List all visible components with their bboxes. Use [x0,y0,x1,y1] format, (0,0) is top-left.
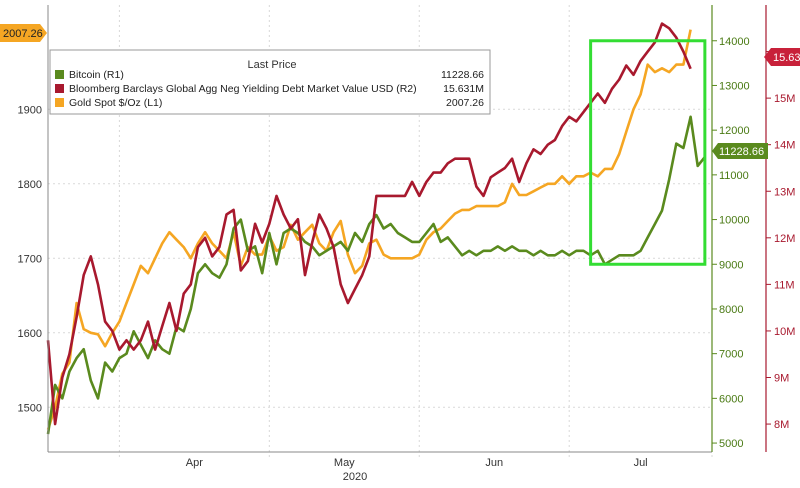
right1-tick-label: 8000 [719,304,743,316]
right1-tick-label: 9000 [719,259,743,271]
right2-tick-label: 8M [774,419,789,431]
bitcoin-badge: 11228.66 [719,146,764,158]
right1-tick-label: 14000 [719,36,750,48]
right2-tick-label: 11M [774,279,795,291]
legend-swatch [55,70,64,79]
right2-tick-label: 10M [774,326,795,338]
right2-tick-label: 12M [774,233,795,245]
legend-label: Bloomberg Barclays Global Agg Neg Yieldi… [69,83,417,95]
left-tick-label: 1700 [18,253,42,265]
series-line-0 [46,29,692,430]
right2-tick-label: 14M [774,140,795,152]
legend-swatch [55,98,64,107]
series-line-2 [46,22,692,426]
legend-value: 11228.66 [441,69,484,81]
x-tick-label: Jul [634,457,648,469]
legend-swatch [55,84,64,93]
right1-tick-label: 12000 [719,125,750,137]
right2-tick-label: 13M [774,186,795,198]
series-line-1 [46,115,706,435]
right1-tick-label: 5000 [719,438,743,450]
x-tick-label: Apr [186,457,203,469]
gold-badge: 2007.26 [3,28,43,40]
right2-tick-label: 15M [774,93,795,105]
left-tick-label: 1600 [18,328,42,340]
series-lines [46,22,706,435]
x-tick-label: May [334,457,355,469]
legend: Last Price Bitcoin (R1) 11228.66 Bloomberg… [49,49,491,115]
legend-value: 15.631M [443,83,484,95]
right1-tick-label: 11000 [719,170,749,182]
negdebt-badge-bg [764,48,800,66]
right1-tick-label: 7000 [719,349,743,361]
right2-tick-label: 9M [774,373,789,385]
highlight-box [589,39,707,266]
bitcoin-badge-bg [712,143,768,159]
right1-tick-label: 13000 [719,80,750,92]
legend-label: Bitcoin (R1) [69,69,124,81]
negdebt-badge: 15.63 [773,52,800,64]
legend-label: Gold Spot $/Oz (L1) [69,97,162,109]
left-tick-label: 1500 [18,402,42,414]
right1-tick-label: 6000 [719,393,743,405]
right1-tick-label: 10000 [719,215,750,227]
legend-value: 2007.26 [446,97,484,109]
axes: 1500 1600 1700 1800 1900 5000 6000 7000 8000 9000… [18,5,795,483]
left-tick-label: 1900 [18,104,42,116]
gold-badge-bg [0,24,47,42]
left-tick-label: 1800 [18,179,42,191]
x-axis-label: 2020 [343,471,367,483]
legend-title: Last Price [248,59,297,71]
x-tick-label: Jun [485,457,503,469]
value-badges: 2007.26 11228.66 15.63 [0,24,800,159]
